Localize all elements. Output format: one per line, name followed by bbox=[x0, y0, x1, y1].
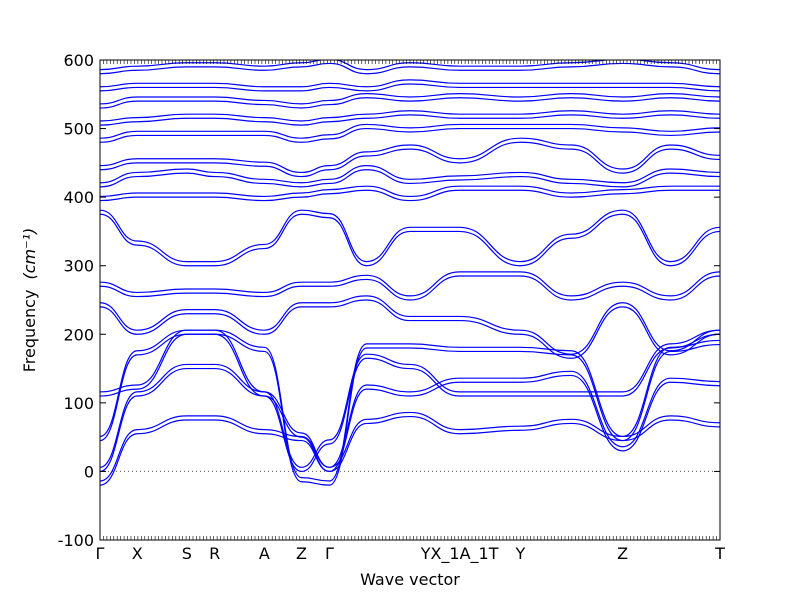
kpoint-label: A bbox=[259, 544, 270, 563]
band-line-twin bbox=[100, 164, 720, 184]
kpoint-label: Z bbox=[617, 544, 628, 563]
band-line-twin bbox=[100, 329, 720, 468]
band-line bbox=[100, 114, 720, 126]
y-axis-label: Frequency (cm⁻¹) bbox=[20, 228, 39, 372]
y-tick-label: 600 bbox=[63, 51, 94, 70]
band-line bbox=[100, 275, 720, 301]
kpoint-label: X bbox=[132, 544, 143, 563]
x-axis-label: Wave vector bbox=[360, 570, 460, 589]
kpoint-label: Y bbox=[514, 544, 525, 563]
band-line-twin bbox=[100, 411, 720, 482]
kpoint-label: YX_1A_1T bbox=[420, 544, 499, 564]
y-axis-label-unit: (cm⁻¹) bbox=[20, 228, 39, 280]
band-lines bbox=[100, 60, 720, 486]
band-line bbox=[100, 213, 720, 267]
band-line-twin bbox=[100, 363, 720, 468]
y-tick-label: 100 bbox=[63, 394, 94, 413]
band-line bbox=[100, 83, 720, 92]
y-axis-label-text: Frequency bbox=[20, 290, 39, 373]
kpoint-label: S bbox=[182, 544, 192, 563]
band-line bbox=[100, 169, 720, 188]
band-line bbox=[100, 127, 720, 143]
band-line bbox=[100, 62, 720, 75]
kpoint-label: R bbox=[209, 544, 220, 563]
band-line-twin bbox=[100, 185, 720, 198]
band-line bbox=[100, 141, 720, 178]
band-line bbox=[100, 367, 720, 473]
y-tick-label: 0 bbox=[84, 462, 94, 481]
band-line-twin bbox=[100, 123, 720, 139]
kpoint-label: Z bbox=[296, 544, 307, 563]
band-line bbox=[100, 415, 720, 486]
band-line bbox=[100, 97, 720, 109]
y-tick-label: 200 bbox=[63, 325, 94, 344]
y-tick-label: 300 bbox=[63, 257, 94, 276]
band-line-twin bbox=[100, 209, 720, 263]
band-line-twin bbox=[100, 79, 720, 88]
kpoint-label: Γ bbox=[96, 544, 105, 563]
band-line bbox=[100, 189, 720, 202]
kpoint-label: T bbox=[714, 544, 725, 563]
band-line-twin bbox=[100, 110, 720, 122]
band-line-twin bbox=[100, 295, 720, 355]
band-line bbox=[100, 299, 720, 359]
band-line bbox=[100, 333, 720, 473]
y-tick-label: 500 bbox=[63, 120, 94, 139]
band-line-twin bbox=[100, 92, 720, 105]
kpoint-label: Γ bbox=[325, 544, 334, 563]
y-tick-label: -100 bbox=[58, 531, 94, 550]
y-tick-label: 400 bbox=[63, 188, 94, 207]
band-line-twin bbox=[100, 271, 720, 297]
band-line-twin bbox=[100, 137, 720, 174]
